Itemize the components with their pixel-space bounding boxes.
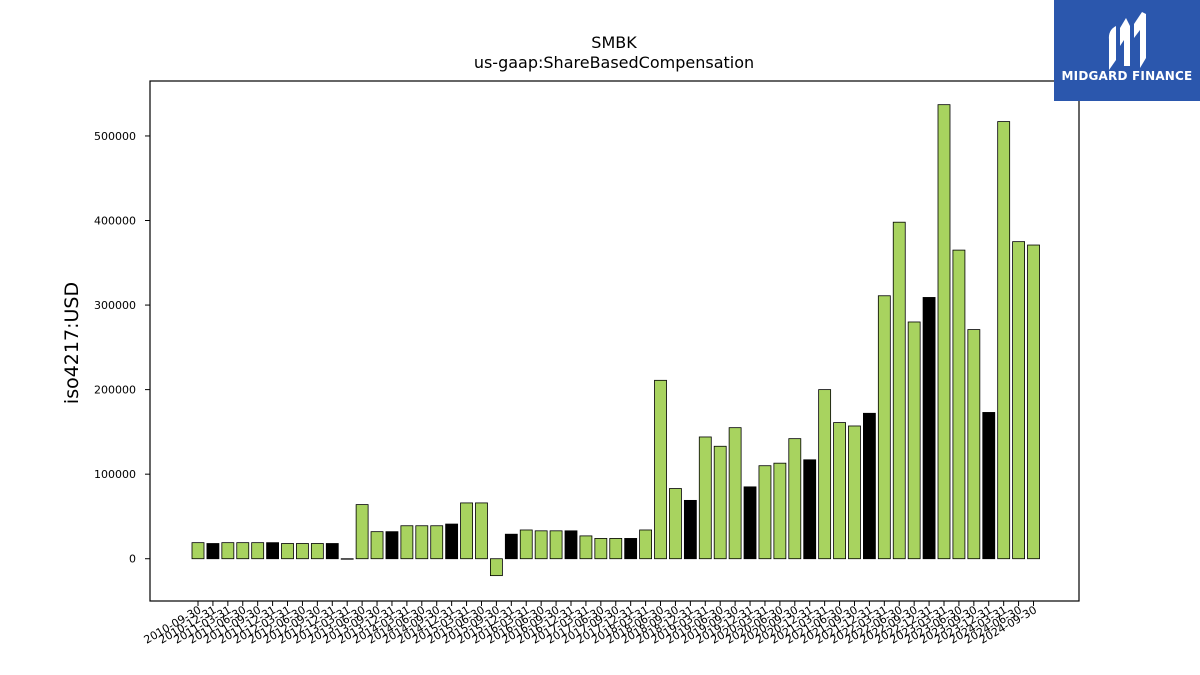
bar xyxy=(639,529,652,560)
bar xyxy=(579,535,593,560)
bar xyxy=(489,558,503,577)
bar xyxy=(266,542,280,560)
y-tick-label: 0 xyxy=(129,553,136,566)
bar xyxy=(713,445,727,560)
bar xyxy=(833,422,846,560)
bar xyxy=(683,499,697,560)
bar xyxy=(400,525,414,560)
y-tick-label: 100000 xyxy=(94,468,136,481)
bar xyxy=(504,533,518,560)
bar xyxy=(594,538,608,560)
bar xyxy=(370,531,384,560)
bar xyxy=(340,558,354,560)
x-axis: 2010-09-302010-12-312011-03-312011-06-30… xyxy=(142,601,1039,647)
bar xyxy=(624,538,638,560)
bar xyxy=(937,104,951,560)
midgard-finance-logo: MIDGARD FINANCE xyxy=(1054,0,1200,101)
y-tick-label: 300000 xyxy=(94,299,136,312)
bar xyxy=(669,488,682,560)
bar xyxy=(877,295,891,560)
bar xyxy=(892,221,906,560)
bar xyxy=(281,543,294,560)
y-tick-label: 400000 xyxy=(94,215,136,228)
bar xyxy=(743,486,757,560)
plot-area-frame xyxy=(149,80,1080,602)
bar xyxy=(803,459,817,560)
bar xyxy=(236,542,250,560)
brand-name: MIDGARD FINANCE xyxy=(1061,69,1193,83)
bar xyxy=(534,530,548,560)
y-axis-label: iso4217:USD xyxy=(61,282,83,404)
bar xyxy=(430,525,444,560)
bar xyxy=(460,502,473,560)
bar xyxy=(519,529,533,560)
bar xyxy=(848,425,861,560)
bar xyxy=(549,530,563,560)
bar xyxy=(191,542,205,560)
bar xyxy=(773,462,787,560)
chart-subtitle: us-gaap:ShareBasedCompensation xyxy=(474,53,754,72)
bar xyxy=(788,438,802,560)
bar xyxy=(907,321,921,560)
chart-title: SMBK xyxy=(591,33,637,52)
bar xyxy=(385,531,399,560)
bar xyxy=(997,121,1011,560)
y-tick-label: 500000 xyxy=(94,130,136,143)
bar xyxy=(310,543,324,560)
y-tick-label: 200000 xyxy=(94,384,136,397)
bar xyxy=(609,538,623,560)
bar xyxy=(982,412,996,560)
midgard-m-logo-icon xyxy=(1108,12,1146,70)
bar xyxy=(564,530,578,560)
bar xyxy=(922,297,936,560)
y-axis: 0 100000 200000 300000 400000 500000 xyxy=(94,130,150,566)
bar xyxy=(952,249,966,560)
bar xyxy=(251,542,265,560)
bar xyxy=(475,502,488,560)
bar xyxy=(1027,244,1040,560)
bar xyxy=(728,427,742,560)
bar xyxy=(355,504,369,560)
bar xyxy=(206,543,220,560)
bar xyxy=(654,379,667,560)
bar xyxy=(758,465,772,560)
bar xyxy=(296,543,309,560)
bar xyxy=(863,412,876,560)
bar xyxy=(221,542,235,560)
bar xyxy=(967,329,981,560)
bar xyxy=(415,525,429,560)
bar xyxy=(818,389,832,560)
bar xyxy=(325,543,339,560)
bar xyxy=(1012,241,1025,560)
bar-series xyxy=(191,104,1040,577)
bar xyxy=(445,523,459,560)
bar xyxy=(698,436,712,560)
